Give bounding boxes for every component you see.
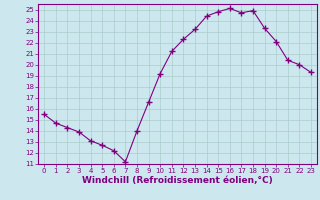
- X-axis label: Windchill (Refroidissement éolien,°C): Windchill (Refroidissement éolien,°C): [82, 176, 273, 185]
